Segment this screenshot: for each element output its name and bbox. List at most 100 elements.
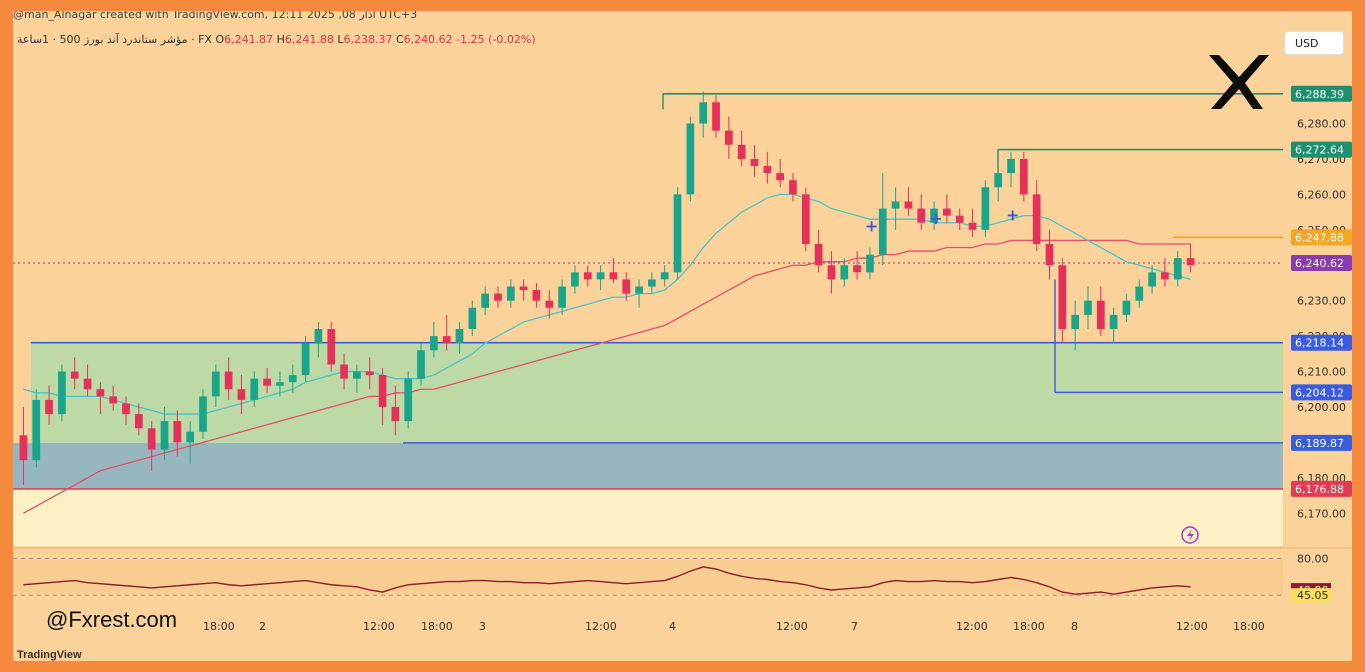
- brand-label: TradingView: [17, 649, 82, 661]
- candle-body-14: [199, 396, 207, 432]
- candle-body-79: [1032, 194, 1041, 244]
- candle-body-11: [160, 421, 169, 450]
- candle-body-77: [1007, 158, 1015, 174]
- time-label-12: 12:00: [1176, 620, 1208, 633]
- candle-body-89: [1161, 272, 1169, 280]
- brand-x-icon: [1209, 55, 1269, 109]
- time-label-5: 12:00: [585, 620, 617, 633]
- candle-body-72: [943, 208, 951, 216]
- candle-body-65: [853, 265, 861, 273]
- candle-body-8: [122, 403, 130, 415]
- candle-body-90: [1173, 258, 1182, 280]
- time-label-3: 18:00: [421, 620, 453, 633]
- candle-body-85: [1109, 314, 1118, 330]
- candle-body-82: [1071, 314, 1079, 330]
- candle-body-61: [801, 194, 810, 244]
- demand-zone-lower: [13, 442, 1283, 489]
- candle-body-74: [968, 222, 977, 230]
- candle-body-83: [1084, 300, 1092, 315]
- candle-body-37: [494, 293, 502, 301]
- candle-body-40: [532, 290, 541, 301]
- candle-body-44: [583, 272, 592, 280]
- candle-body-68: [891, 201, 900, 209]
- time-label-10: 18:00: [1013, 620, 1045, 633]
- signal-marker-0: +: [865, 216, 878, 235]
- candle-body-19: [263, 378, 271, 386]
- candle-body-42: [558, 286, 566, 308]
- time-label-4: 3: [479, 620, 486, 633]
- level-badge-4: [1291, 334, 1352, 351]
- level-label-1: 6,272.64: [1295, 144, 1344, 157]
- candle-body-57: [750, 158, 759, 167]
- price-tick-10: 6,170.00: [1297, 507, 1346, 520]
- candle-body-71: [930, 208, 938, 223]
- candle-body-33: [442, 336, 451, 344]
- level-badge-2: [1291, 229, 1352, 246]
- candle-body-41: [545, 300, 554, 308]
- level-badge-6: [1291, 434, 1352, 451]
- level-badge-3: [1291, 255, 1352, 272]
- candle-body-54: [712, 102, 720, 131]
- candle-body-28: [378, 375, 387, 407]
- level-label-2: 6,247.88: [1295, 231, 1344, 244]
- close-label: C: [395, 33, 404, 46]
- candle-body-20: [276, 382, 284, 386]
- symbol-info-bar: مؤشر ستاندرد آند بورز 500 · 1ساعة · FX O…: [17, 33, 536, 49]
- candle-body-22: [301, 343, 310, 376]
- candle-body-43: [571, 272, 579, 287]
- price-chart[interactable]: 6,280.006,270.006,260.006,250.006,240.00…: [13, 11, 1352, 661]
- open-value: 6,241.87: [224, 33, 274, 46]
- candle-body-46: [609, 272, 618, 280]
- symbol-name[interactable]: مؤشر ستاندرد آند بورز 500 · 1ساعة · FX: [17, 33, 212, 46]
- chart-frame: @man_Alnagar created with TradingView.co…: [13, 11, 1352, 661]
- time-label-7: 12:00: [776, 620, 808, 633]
- currency-button[interactable]: USD: [1284, 31, 1344, 55]
- change-value: -1.25 (-0.02%): [456, 33, 536, 46]
- ma-fast-line: [23, 193, 1191, 415]
- candle-body-56: [737, 144, 746, 159]
- candle-body-70: [917, 208, 926, 223]
- candle-body-27: [365, 371, 374, 376]
- candle-body-9: [135, 414, 143, 429]
- level-label-5: 6,204.12: [1295, 386, 1344, 399]
- open-label: O: [215, 33, 225, 46]
- candle-body-86: [1122, 300, 1131, 315]
- candle-body-35: [468, 307, 477, 330]
- candle-body-4: [70, 371, 79, 379]
- time-label-2: 12:00: [363, 620, 395, 633]
- high-value: 6,241.88: [284, 33, 334, 46]
- candle-body-34: [455, 329, 464, 344]
- signal-marker-1: +: [929, 209, 942, 228]
- candle-body-52: [686, 123, 695, 195]
- candle-body-47: [622, 279, 631, 294]
- price-tick-8: 6,200.00: [1297, 401, 1346, 414]
- time-label-11: 8: [1071, 620, 1078, 633]
- candle-body-36: [481, 293, 489, 308]
- level-label-7: 6,176.88: [1295, 483, 1344, 496]
- price-tick-0: 6,280.00: [1297, 118, 1346, 131]
- ma-slow-line: [23, 239, 1191, 514]
- candle-body-16: [224, 371, 233, 390]
- candle-body-13: [186, 431, 194, 443]
- candle-body-50: [660, 272, 669, 280]
- candle-body-64: [840, 265, 849, 280]
- candle-body-69: [904, 201, 913, 209]
- candle-body-81: [1058, 265, 1067, 330]
- candle-body-32: [430, 336, 438, 351]
- level-label-3: 6,240.62: [1295, 257, 1344, 270]
- candle-body-67: [878, 208, 887, 255]
- alert-icon: [1181, 526, 1199, 544]
- level-badge-5: [1291, 384, 1352, 401]
- level-badge-1: [1291, 141, 1352, 158]
- candle-body-73: [955, 215, 964, 223]
- candle-body-76: [994, 173, 1003, 188]
- low-label: L: [337, 33, 344, 46]
- rsi-label-0: 80.00: [1297, 553, 1329, 566]
- lower-band: [13, 488, 1283, 546]
- candle-body-3: [58, 371, 66, 415]
- candle-body-75: [981, 187, 990, 230]
- level-label-4: 6,218.14: [1295, 337, 1344, 350]
- signal-marker-2: +: [1006, 206, 1019, 225]
- time-label-6: 4: [669, 620, 676, 633]
- candle-body-58: [763, 166, 772, 174]
